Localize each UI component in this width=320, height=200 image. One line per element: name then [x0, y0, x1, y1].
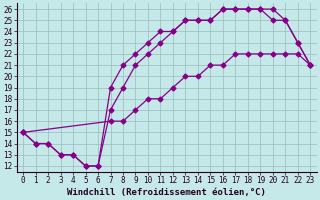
X-axis label: Windchill (Refroidissement éolien,°C): Windchill (Refroidissement éolien,°C) [67, 188, 266, 197]
